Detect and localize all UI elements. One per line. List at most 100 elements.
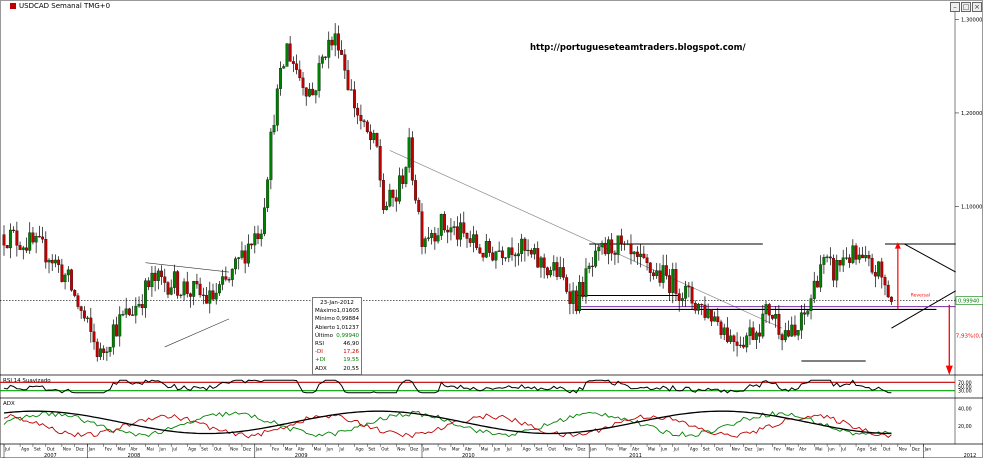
bear-candle: [102, 348, 106, 353]
bull-candle: [520, 238, 524, 254]
month-label: Jun: [827, 447, 835, 452]
bear-candle: [41, 236, 45, 240]
bear-candle: [295, 63, 299, 70]
bull-candle: [349, 89, 353, 91]
bull-candle: [754, 332, 758, 340]
bear-candle: [25, 247, 28, 251]
bear-candle: [703, 304, 707, 318]
month-label: Set: [870, 447, 877, 452]
bull-candle: [47, 259, 51, 263]
bull-candle: [809, 298, 813, 311]
bull-candle: [262, 207, 266, 235]
bull-candle: [372, 133, 376, 141]
data-value: 46,90: [343, 341, 359, 348]
bear-candle: [340, 50, 344, 55]
bear-candle: [545, 267, 549, 276]
data-label: ADX: [315, 365, 327, 372]
month-label: Out: [214, 447, 222, 452]
bear-candle: [455, 226, 459, 240]
bear-candle: [410, 137, 414, 181]
bear-candle: [709, 309, 713, 322]
bull-candle: [66, 269, 70, 276]
maximize-button[interactable]: □: [961, 2, 971, 12]
price-tick-label: 1,30000: [961, 17, 982, 23]
bear-candle: [581, 282, 585, 297]
minus-di-line: [3, 413, 892, 439]
month-label: Nov: [732, 447, 741, 452]
bear-candle: [298, 69, 302, 79]
bear-candle: [652, 272, 655, 277]
bear-candle: [356, 107, 360, 116]
bull-candle: [279, 68, 282, 89]
bear-candle: [635, 251, 639, 257]
bear-candle: [828, 256, 832, 259]
bull-candle: [738, 344, 742, 346]
data-row: RSI 46,90: [315, 340, 359, 348]
bear-candle: [816, 280, 819, 288]
data-label: RSI: [315, 341, 324, 348]
data-window: 23-Jan-2012 Máximo 1,01605 Mínimo 0,99884 …: [312, 297, 362, 375]
bull-candle: [275, 88, 279, 126]
bear-candle: [288, 43, 292, 62]
bear-candle: [160, 270, 163, 277]
bear-candle: [610, 239, 614, 254]
bull-candle: [774, 313, 778, 319]
bear-candle: [565, 277, 569, 292]
bear-candle: [346, 70, 350, 90]
bull-candle: [748, 327, 752, 336]
month-label: Jan: [255, 447, 263, 452]
bear-candle: [381, 180, 385, 210]
bear-candle: [140, 304, 144, 309]
bull-candle: [680, 298, 684, 301]
month-label: Set: [201, 447, 208, 452]
data-row: Mínimo 0,99884: [315, 315, 359, 323]
bull-candle: [584, 268, 588, 297]
bull-candle: [182, 281, 186, 296]
bear-candle: [861, 254, 864, 259]
bear-candle: [555, 262, 559, 277]
bear-candle: [777, 313, 781, 335]
bear-candle: [443, 213, 446, 231]
bull-candle: [404, 167, 408, 184]
bull-candle: [240, 250, 244, 258]
blog-url[interactable]: http://portugueseteamtraders.blogspot.co…: [530, 43, 746, 53]
bear-candle: [433, 233, 437, 242]
bear-candle: [147, 280, 151, 288]
bull-candle: [626, 243, 630, 245]
minimize-button[interactable]: –: [950, 2, 960, 12]
data-label: -DI: [315, 349, 323, 356]
bear-candle: [838, 260, 842, 266]
bear-candle: [391, 189, 395, 198]
bull-candle: [137, 304, 141, 307]
rsi-tick-label: 70,00: [958, 380, 972, 386]
data-label: Mínimo: [315, 316, 336, 323]
month-label: Jul: [506, 447, 512, 452]
bull-candle: [497, 250, 501, 252]
bull-candle: [192, 281, 196, 297]
bear-candle: [60, 264, 64, 282]
month-label: Nov: [63, 447, 72, 452]
bear-candle: [304, 87, 308, 97]
bull-candle: [259, 233, 263, 240]
year-label: 2009: [295, 453, 308, 458]
year-label: 2007: [44, 453, 57, 458]
long-downtrend-line: [389, 150, 783, 329]
price-tick-label: 1,10000: [961, 205, 982, 211]
month-label: Nov: [230, 447, 239, 452]
last-price-box: [955, 296, 983, 305]
month-label: Jan: [422, 447, 430, 452]
bear-candle: [185, 281, 189, 294]
bear-candle: [465, 233, 469, 239]
bear-candle: [568, 291, 572, 304]
symbol-icon: [10, 3, 16, 9]
bear-candle: [89, 317, 93, 332]
bear-candle: [619, 235, 623, 244]
bear-candle: [523, 238, 527, 251]
bear-candle: [201, 294, 205, 296]
month-label: Jun: [493, 447, 501, 452]
bear-candle: [645, 257, 649, 264]
bear-candle: [677, 293, 681, 301]
close-button[interactable]: ×: [972, 2, 982, 12]
bull-candle: [8, 229, 12, 249]
month-label: Mar: [452, 447, 460, 452]
